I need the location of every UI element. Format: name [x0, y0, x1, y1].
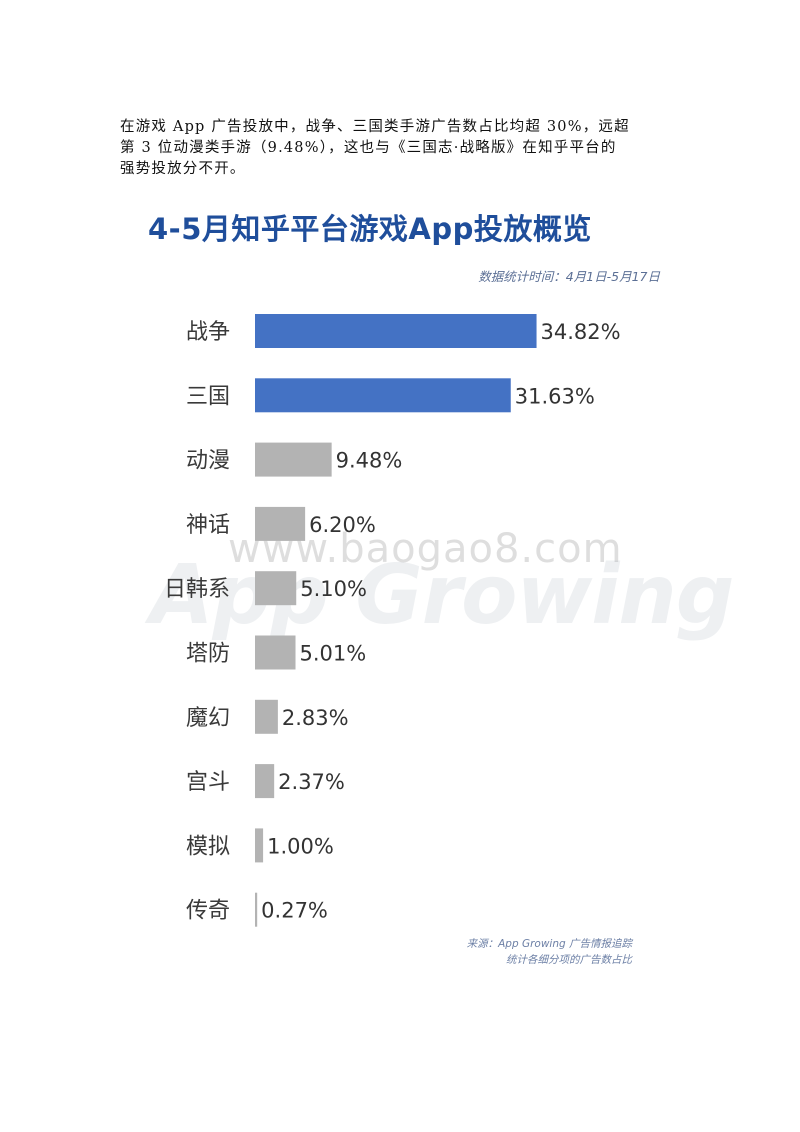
chart-title: 4-5月知乎平台游戏App投放概览 — [148, 212, 592, 246]
category-label: 魔幻 — [186, 706, 230, 731]
intro-line-3: 强势投放分不开。 — [120, 161, 246, 177]
data-label: 5.01% — [300, 642, 367, 666]
data-label: 1.00% — [267, 834, 334, 858]
watermark-logo: App Growing — [150, 548, 734, 643]
bar — [255, 699, 278, 734]
data-label: 31.63% — [515, 384, 595, 408]
bar — [255, 828, 264, 863]
category-label: 战争 — [186, 320, 230, 345]
source-line-2: 统计各细分项的广告数占比 — [506, 954, 632, 966]
bar — [255, 571, 297, 606]
category-label: 塔防 — [186, 642, 230, 667]
category-label: 传奇 — [186, 899, 230, 924]
intro-line-2: 第 3 位动漫类手游（9.48%），这也与《三国志·战略版》在知乎平台的 — [120, 140, 617, 156]
category-label: 模拟 — [186, 834, 230, 859]
bar-chart: 战争 34.82% 三国 31.63% 动漫 9.48% 神话 6.20% 日韩系 5.10% 塔防… — [164, 314, 621, 927]
data-label: 34.82% — [541, 320, 621, 344]
bar — [255, 442, 332, 477]
category-label: 宫斗 — [186, 770, 230, 795]
data-label: 0.27% — [261, 899, 328, 923]
category-label: 动漫 — [186, 449, 230, 474]
data-label: 5.10% — [300, 577, 367, 601]
data-label: 2.37% — [278, 770, 345, 794]
intro-paragraph: 在游戏 App 广告投放中，战争、三国类手游广告数占比均超 30%，远超 第 3… — [120, 117, 680, 180]
bar — [255, 506, 306, 541]
chart-source: 来源：App Growing 广告情报追踪 统计各细分项的广告数占比 — [467, 936, 632, 968]
bar — [255, 892, 258, 927]
chart-subtitle: 数据统计时间：4月1日-5月17日 — [478, 269, 660, 284]
data-label: 6.20% — [309, 513, 376, 537]
data-label: 9.48% — [336, 449, 403, 473]
category-label: 三国 — [186, 384, 230, 409]
data-label: 2.83% — [282, 706, 349, 730]
source-line-1: 来源：App Growing 广告情报追踪 — [466, 938, 632, 950]
category-label: 神话 — [186, 513, 230, 538]
bar — [255, 314, 537, 348]
bar — [255, 635, 296, 670]
bar — [255, 764, 275, 799]
bar — [255, 378, 511, 413]
intro-line-1: 在游戏 App 广告投放中，战争、三国类手游广告数占比均超 30%，远超 — [120, 119, 630, 135]
category-label: 日韩系 — [164, 577, 230, 602]
